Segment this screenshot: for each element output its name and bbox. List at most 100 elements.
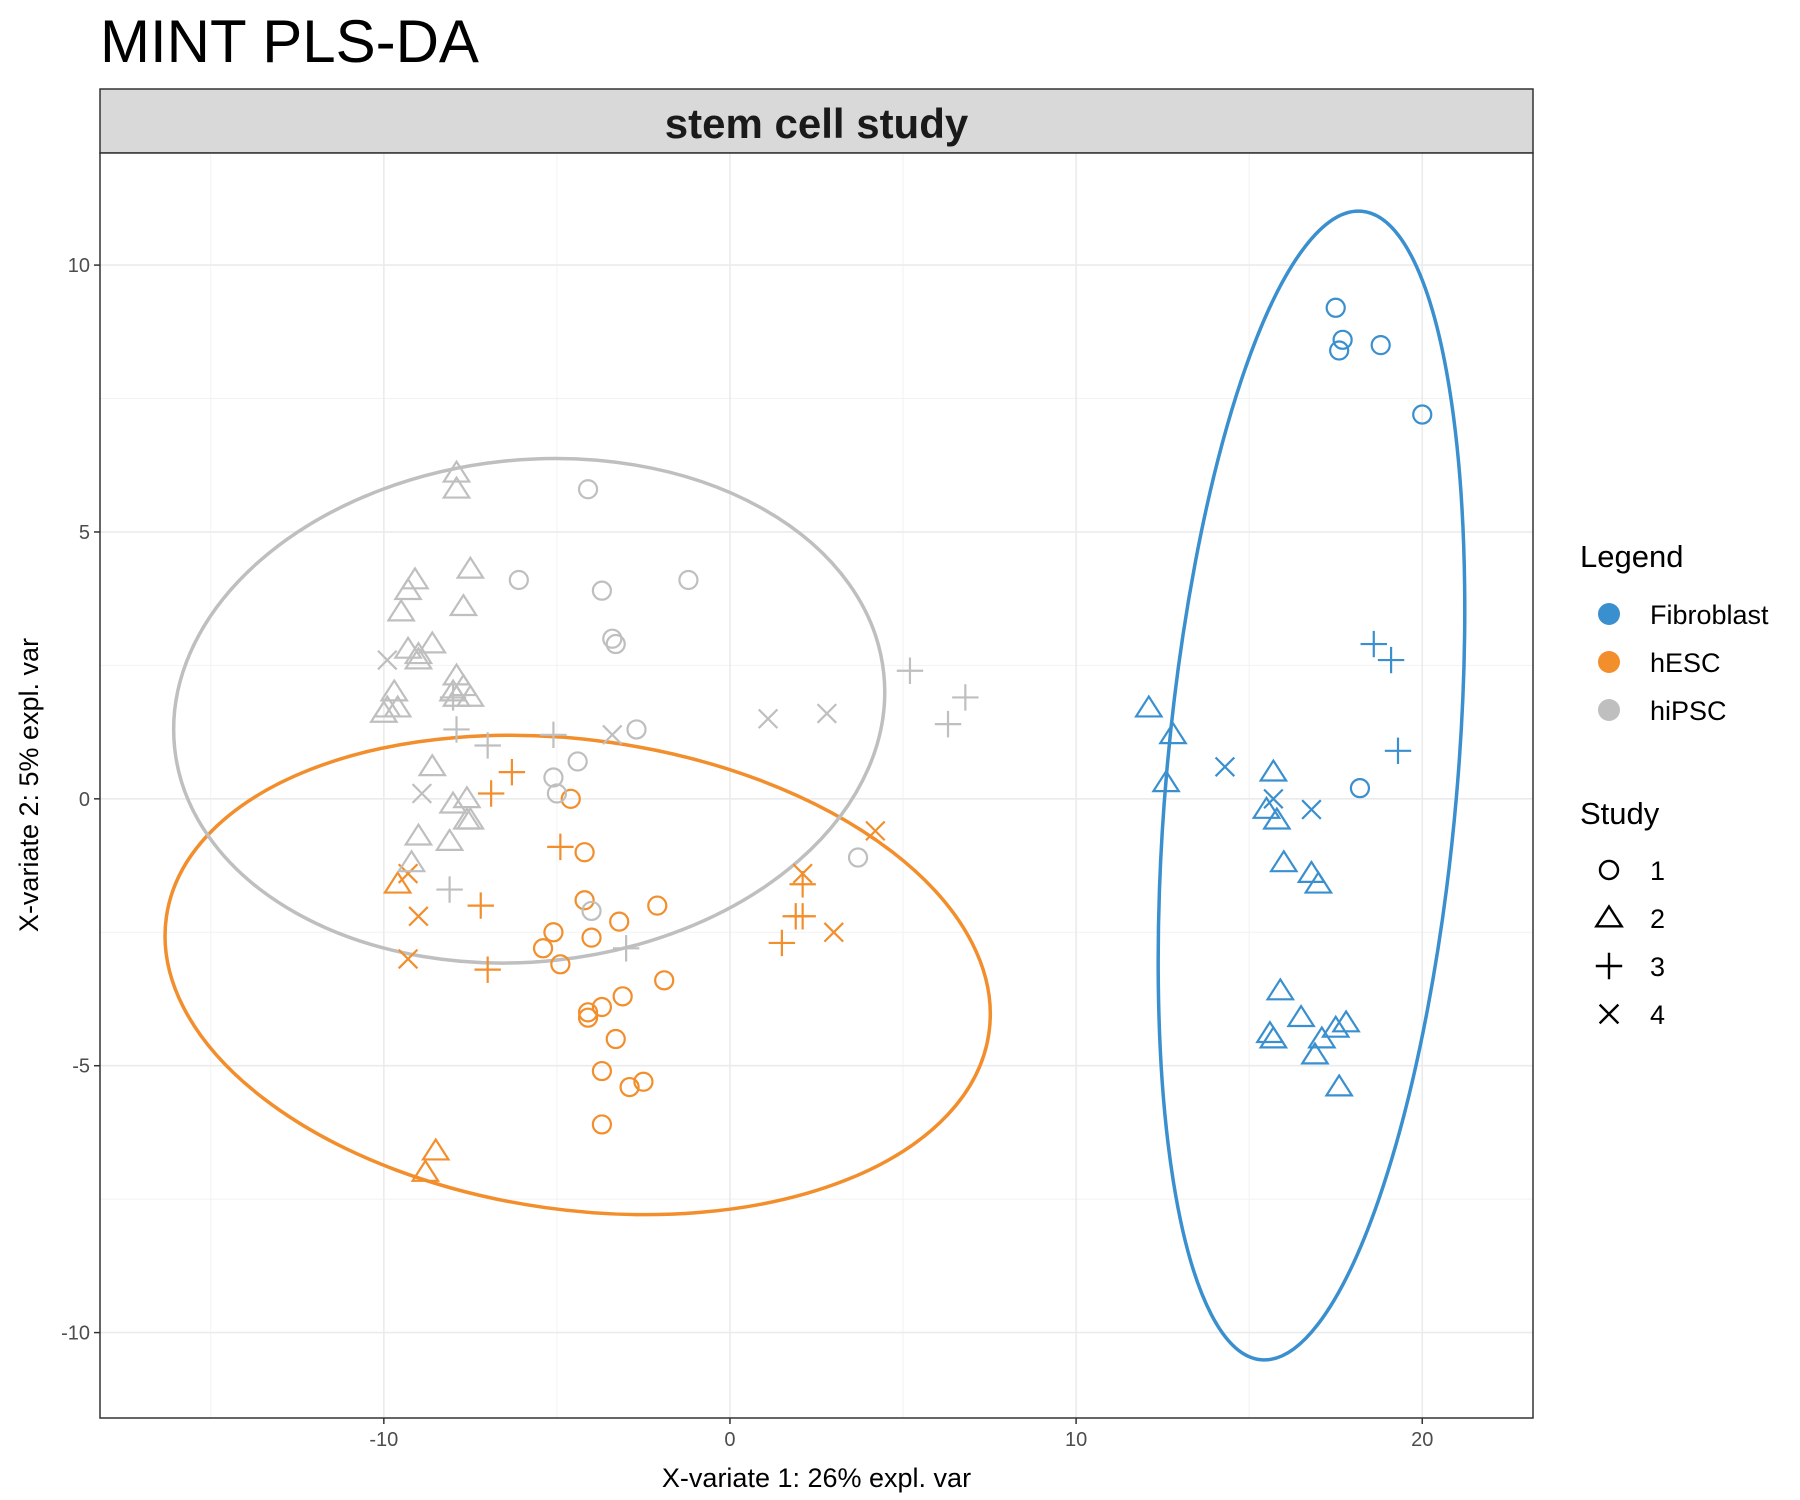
point-hesc-circle <box>591 1114 613 1135</box>
legend-swatch-fibroblast <box>1598 603 1620 625</box>
point-hesc-plus <box>467 892 494 919</box>
point-hipsc-circle <box>567 751 588 772</box>
data-points <box>369 297 1433 1182</box>
point-hesc-circle <box>550 954 571 975</box>
point-hesc-circle <box>654 970 675 991</box>
point-fibroblast-triangle <box>1262 806 1292 830</box>
point-fibroblast-plus <box>1384 737 1412 765</box>
legend-shape-triangle <box>1594 904 1624 928</box>
legend: Legend Fibroblast hESC hiPSC Study 1 2 3 4 <box>1580 539 1769 1030</box>
point-fibroblast-cross <box>1214 756 1236 777</box>
legend-label-hesc: hESC <box>1650 648 1721 678</box>
point-hipsc-triangle <box>455 683 486 707</box>
point-hesc-circle <box>581 927 602 948</box>
point-hipsc-plus <box>612 935 640 962</box>
point-hipsc-circle <box>605 633 626 655</box>
point-hesc-plus <box>498 758 526 786</box>
point-hipsc-triangle <box>441 459 472 483</box>
point-hesc-circle <box>577 1007 599 1028</box>
point-hesc-circle <box>591 996 613 1018</box>
point-hipsc-circle <box>602 628 623 649</box>
point-hesc-circle <box>532 938 554 959</box>
point-hesc-cross <box>397 948 419 970</box>
plot-panel <box>100 153 1533 1418</box>
point-fibroblast-plus <box>1377 646 1405 674</box>
point-hipsc-plus <box>896 657 924 684</box>
point-hipsc-circle <box>543 767 564 788</box>
point-hipsc-circle <box>626 719 647 740</box>
point-hipsc-circle <box>591 580 613 601</box>
point-fibroblast-triangle <box>1158 721 1188 745</box>
point-hipsc-plus <box>934 710 962 738</box>
point-hesc-circle <box>574 890 595 911</box>
point-hesc-circle <box>577 1002 599 1023</box>
legend-label-hipsc: hiPSC <box>1650 696 1727 726</box>
point-hesc-cross <box>823 922 844 943</box>
x-axis: -10 0 10 20 <box>369 1418 1433 1451</box>
legend-label-study-1: 1 <box>1650 856 1665 886</box>
point-hipsc-triangle <box>417 630 448 654</box>
point-hesc-cross <box>408 906 429 927</box>
point-hesc-circle <box>619 1076 640 1098</box>
y-axis-title: X-variate 2: 5% expl. var <box>14 638 44 932</box>
point-hesc-triangle <box>382 870 413 894</box>
point-hipsc-plus <box>474 732 501 759</box>
legend-shape-plus <box>1595 952 1623 980</box>
point-hipsc-triangle <box>452 806 482 830</box>
facet-label: stem cell study <box>665 100 969 147</box>
point-fibroblast-triangle <box>1151 769 1181 793</box>
point-hesc-triangle <box>410 1158 441 1182</box>
point-hesc-plus <box>789 871 816 898</box>
ellipse-hesc <box>163 733 993 1217</box>
y-axis: -10 -5 0 5 10 <box>61 255 100 1345</box>
point-fibroblast-triangle <box>1307 1025 1337 1049</box>
point-hipsc-plus <box>436 876 463 903</box>
x-tick-label: -10 <box>369 1429 398 1451</box>
point-hesc-circle <box>609 911 630 932</box>
legend-shape-title: Study <box>1580 796 1660 831</box>
point-fibroblast-circle <box>1349 778 1371 799</box>
legend-label-study-4: 4 <box>1650 1000 1665 1030</box>
point-hesc-plus <box>477 780 505 807</box>
point-hipsc-cross <box>377 649 398 671</box>
point-hesc-circle <box>605 1028 626 1050</box>
point-fibroblast-cross <box>1263 788 1284 809</box>
point-hesc-plus <box>474 956 501 983</box>
legend-label-study-2: 2 <box>1650 904 1665 934</box>
point-hesc-circle <box>612 986 633 1007</box>
point-hipsc-circle <box>581 900 602 922</box>
legend-swatch-hesc <box>1598 651 1620 673</box>
point-hipsc-circle <box>508 569 529 591</box>
y-tick-label: -5 <box>72 1056 90 1078</box>
point-fibroblast-circle <box>1329 340 1350 361</box>
point-hipsc-triangle <box>448 593 479 617</box>
legend-shape-circle <box>1598 859 1620 881</box>
point-hipsc-triangle <box>438 790 468 814</box>
point-hipsc-triangle <box>417 753 448 777</box>
legend-color-title: Legend <box>1580 539 1683 574</box>
point-fibroblast-circle <box>1332 329 1353 350</box>
point-hesc-plus <box>768 929 796 957</box>
point-fibroblast-circle <box>1370 335 1391 356</box>
point-hipsc-plus <box>952 684 979 711</box>
point-hipsc-circle <box>678 569 699 591</box>
point-fibroblast-triangle <box>1265 977 1296 1001</box>
point-hesc-triangle <box>421 1137 451 1161</box>
point-hipsc-triangle <box>403 641 434 665</box>
point-hesc-circle <box>633 1071 654 1092</box>
point-hipsc-triangle <box>455 555 486 579</box>
facet-strip <box>99 88 1534 154</box>
point-hesc-plus <box>789 903 816 930</box>
legend-label-study-3: 3 <box>1650 952 1665 982</box>
point-hipsc-triangle <box>403 822 434 846</box>
point-hipsc-triangle <box>369 699 399 723</box>
point-fibroblast-triangle <box>1303 870 1334 894</box>
point-hipsc-cross <box>816 703 838 724</box>
point-hipsc-plus <box>439 684 467 711</box>
point-hesc-circle <box>560 788 581 809</box>
point-hipsc-circle <box>577 479 599 500</box>
x-axis-title: X-variate 1: 26% expl. var <box>662 1463 971 1493</box>
point-fibroblast-triangle <box>1324 1073 1354 1097</box>
point-hesc-cross <box>792 863 813 884</box>
ellipse-hipsc <box>171 456 887 965</box>
